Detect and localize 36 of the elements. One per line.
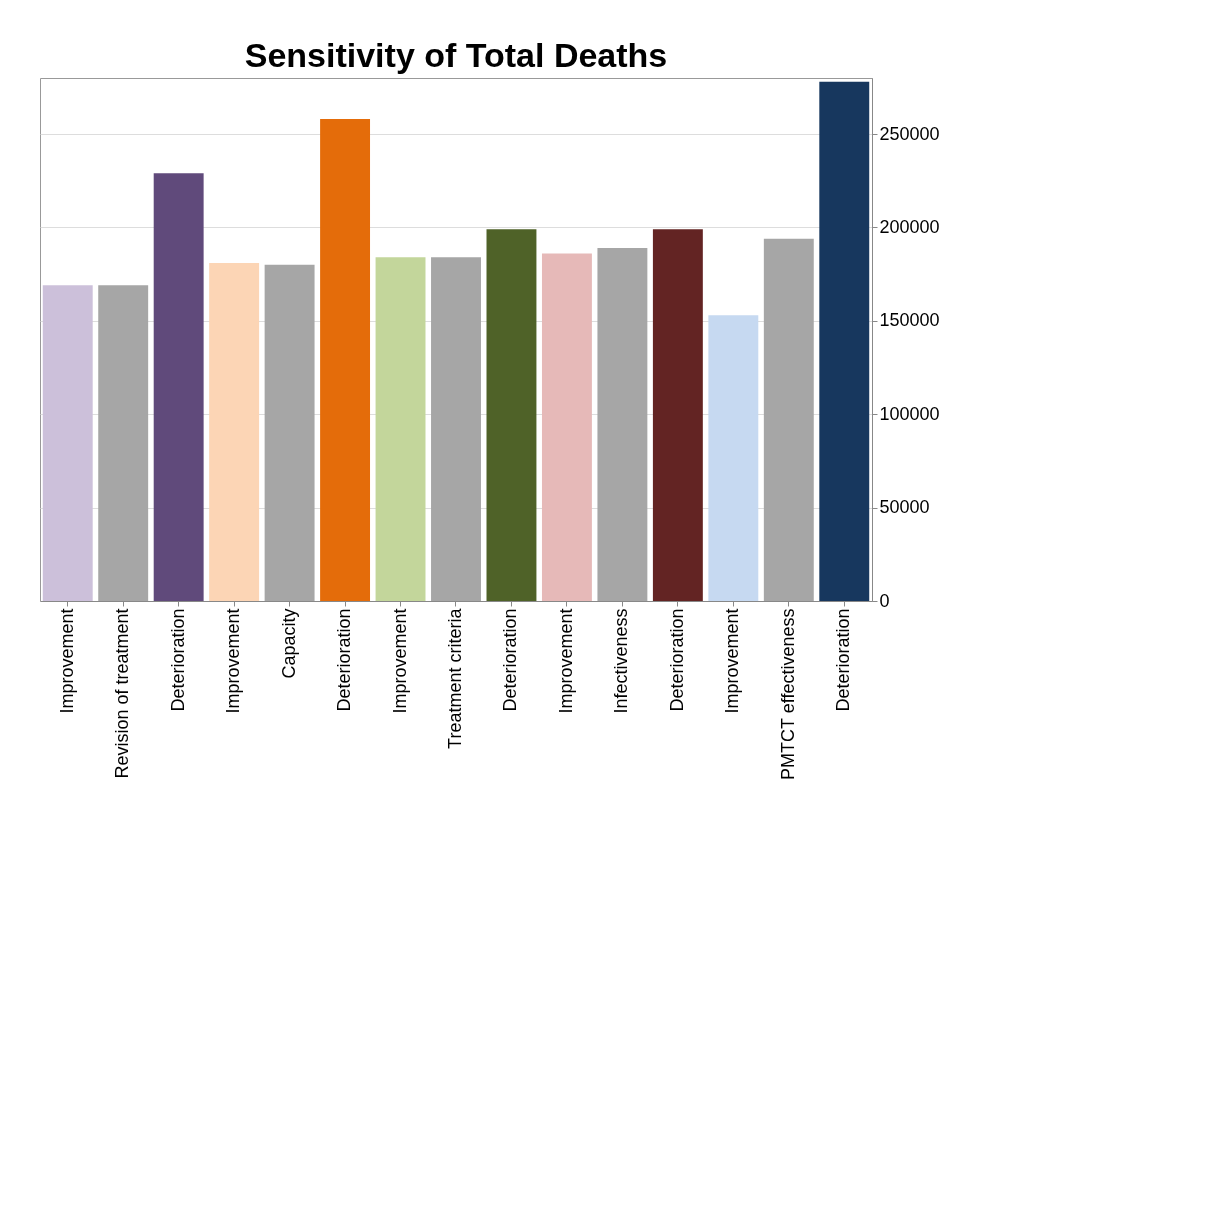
bar xyxy=(763,238,814,601)
bar xyxy=(652,229,703,601)
x-tick-label: Improvement xyxy=(223,608,244,714)
x-tick-label: Improvement xyxy=(389,608,410,714)
bar xyxy=(486,229,537,601)
x-tick-label: Deterioration xyxy=(167,608,188,712)
bar xyxy=(541,253,592,601)
bar xyxy=(98,285,149,601)
x-tick-label: PMTCT effectiveness xyxy=(777,608,798,780)
x-tick-label: Revision of treatment xyxy=(112,608,133,779)
bar xyxy=(375,257,426,601)
x-tick-label: Improvement xyxy=(56,608,77,714)
x-tick-label: Capacity xyxy=(278,608,299,679)
x-tick-label: Deterioration xyxy=(334,608,355,712)
bar xyxy=(42,285,93,601)
bar xyxy=(209,262,260,601)
y-tick-label: 0 xyxy=(879,590,890,611)
bar xyxy=(320,119,371,601)
x-tick-label: Deterioration xyxy=(833,608,854,712)
bar xyxy=(708,315,759,601)
y-tick-label: 100000 xyxy=(879,403,940,424)
x-tick-label: Treatment criteria xyxy=(445,607,465,749)
x-tick-label: Improvement xyxy=(555,608,576,714)
y-tick-label: 150000 xyxy=(879,310,940,331)
chart-title: Sensitivity of Total Deaths xyxy=(244,36,668,74)
bar xyxy=(597,247,648,601)
x-tick-label: Deterioration xyxy=(500,608,521,712)
bar xyxy=(153,173,204,601)
x-tick-label: Improvement xyxy=(722,608,743,714)
y-tick-label: 250000 xyxy=(879,123,940,144)
bar xyxy=(264,264,315,601)
bar xyxy=(431,257,481,601)
x-tick-label: Deterioration xyxy=(666,608,687,712)
y-tick-label: 200000 xyxy=(879,216,940,237)
y-tick-label: 50000 xyxy=(879,497,930,518)
x-tick-label: Infectiveness xyxy=(611,608,632,714)
